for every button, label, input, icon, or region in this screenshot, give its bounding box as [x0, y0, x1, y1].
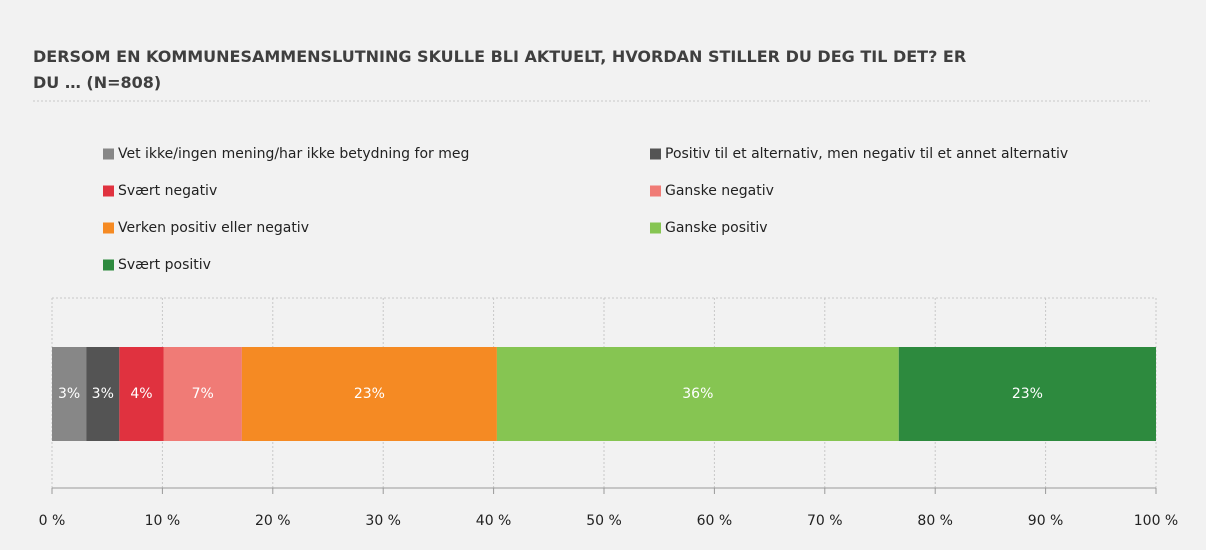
bar-segment	[496, 347, 899, 441]
x-tick-label: 100 %	[1134, 513, 1178, 529]
legend-swatch	[103, 148, 114, 160]
bar-segment	[898, 347, 1156, 441]
legend-label: Positiv til et alternativ, men negativ t…	[665, 146, 1068, 162]
x-tick-label: 60 %	[697, 513, 733, 529]
legend-swatch	[650, 148, 661, 160]
legend-swatch	[103, 259, 114, 271]
bar-segment	[241, 347, 497, 441]
data-label: 7%	[192, 386, 214, 402]
x-tick-label: 70 %	[807, 513, 843, 529]
legend-label: Svært positiv	[118, 257, 211, 273]
legend-swatch	[103, 185, 114, 197]
data-label: 23%	[1012, 386, 1043, 402]
legend-label: Ganske positiv	[665, 220, 768, 236]
bar-segment	[163, 347, 242, 441]
data-label: 3%	[92, 386, 114, 402]
x-tick-label: 90 %	[1028, 513, 1064, 529]
data-label: 3%	[58, 386, 80, 402]
legend-swatch	[650, 185, 661, 197]
bar-segment	[52, 347, 87, 441]
x-tick-label: 20 %	[255, 513, 291, 529]
data-label: 36%	[682, 386, 713, 402]
bar-segment	[86, 347, 120, 441]
legend-swatch	[650, 222, 661, 234]
chart-title: DERSOM EN KOMMUNESAMMENSLUTNING SKULLE B…	[33, 47, 967, 92]
data-label: 4%	[130, 386, 152, 402]
legend-label: Vet ikke/ingen mening/har ikke betydning…	[118, 146, 469, 162]
legend-label: Svært negativ	[118, 183, 217, 199]
legend-swatch	[103, 222, 114, 234]
x-tick-label: 80 %	[917, 513, 953, 529]
legend-label: Ganske negativ	[665, 183, 774, 199]
x-tick-label: 50 %	[586, 513, 622, 529]
x-tick-label: 10 %	[145, 513, 181, 529]
x-tick-label: 30 %	[365, 513, 401, 529]
x-tick-label: 40 %	[476, 513, 512, 529]
x-tick-label: 0 %	[39, 513, 66, 529]
data-label: 23%	[354, 386, 385, 402]
legend-label: Verken positiv eller negativ	[118, 220, 309, 236]
bar-segment	[119, 347, 164, 441]
